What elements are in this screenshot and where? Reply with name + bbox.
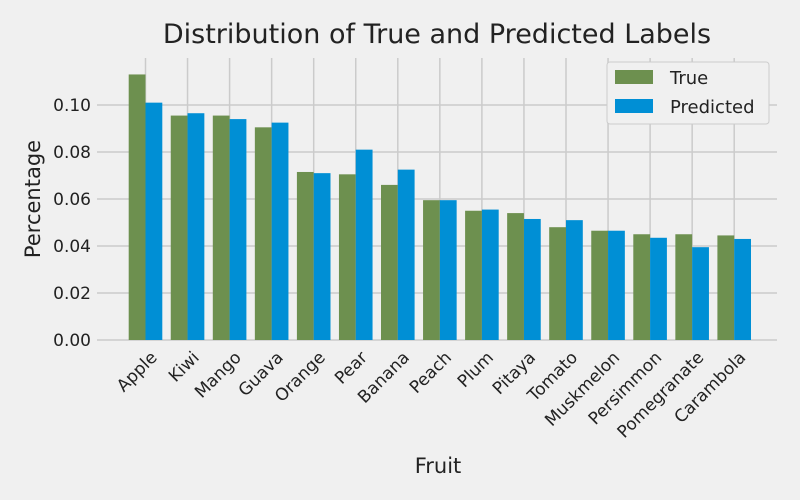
bar-true-orange: [296, 171, 314, 340]
y-tick-label: 0.08: [53, 143, 91, 163]
bar-true-guava: [254, 127, 272, 340]
x-tick-label-apple: Apple: [113, 348, 161, 396]
y-tick-label: 0.06: [53, 190, 91, 210]
bar-true-plum: [465, 210, 482, 340]
y-tick-label: 0.02: [53, 284, 91, 304]
bar-predicted-persimmon: [650, 237, 667, 340]
bar-true-tomato: [549, 227, 566, 340]
bar-predicted-kiwi: [187, 113, 205, 340]
bar-true-pomegranate: [675, 234, 693, 340]
legend-label-predicted: Predicted: [670, 97, 755, 118]
bar-predicted-tomato: [566, 220, 583, 340]
bar-true-banana: [381, 184, 398, 340]
bar-predicted-pear: [355, 149, 373, 340]
y-axis-label: Percentage: [21, 140, 45, 258]
bar-true-peach: [423, 200, 440, 340]
legend-swatch-true: [615, 70, 653, 84]
x-axis-label: Fruit: [415, 454, 462, 478]
chart-title: Distribution of True and Predicted Label…: [163, 19, 711, 50]
bar-true-mango: [212, 115, 230, 340]
legend: True Predicted: [606, 61, 770, 125]
bars: [128, 74, 751, 341]
y-tick-label: 0.10: [53, 96, 91, 116]
x-tick-label-peach: Peach: [406, 348, 456, 398]
bar-predicted-pitaya: [523, 218, 541, 340]
bar-predicted-mango: [229, 119, 247, 340]
legend-label-true: True: [669, 68, 708, 89]
bar-true-kiwi: [170, 115, 188, 340]
bar-predicted-pomegranate: [692, 247, 709, 340]
legend-swatch-predicted: [615, 99, 653, 113]
bar-predicted-muskmelon: [608, 230, 625, 340]
y-tick-label: 0.04: [53, 237, 91, 257]
bar-true-pitaya: [507, 213, 524, 340]
bar-true-persimmon: [633, 234, 651, 340]
bar-predicted-banana: [397, 169, 415, 340]
bar-predicted-plum: [481, 209, 499, 340]
bar-predicted-orange: [313, 173, 331, 340]
bar-predicted-apple: [145, 102, 163, 341]
bar-predicted-carambola: [734, 238, 751, 340]
bar-true-muskmelon: [591, 230, 609, 340]
bar-true-pear: [338, 174, 356, 340]
bar-predicted-peach: [439, 200, 457, 340]
bar-true-apple: [128, 74, 146, 340]
x-tick-label-mango: Mango: [191, 348, 245, 402]
bar-true-carambola: [717, 235, 735, 340]
y-tick-label: 0.00: [53, 331, 91, 351]
bar-predicted-guava: [271, 122, 289, 340]
y-axis-ticks: 0.00 0.02 0.04 0.06 0.08 0.10: [53, 96, 91, 351]
